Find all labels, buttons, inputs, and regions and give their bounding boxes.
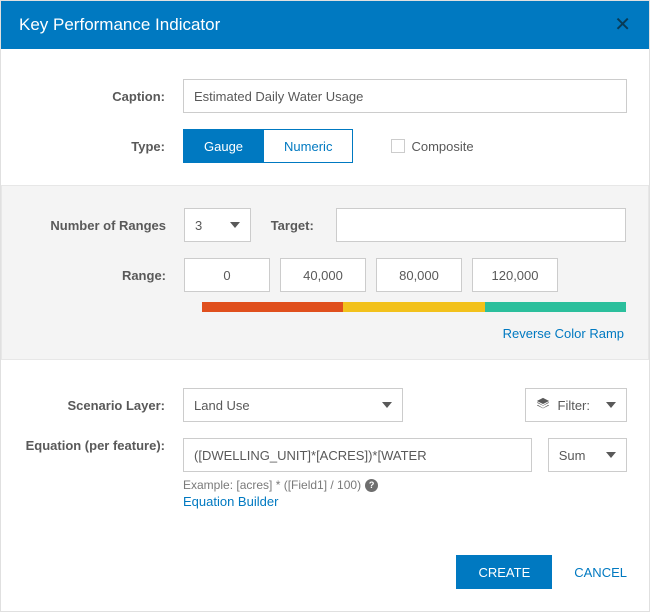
range-input-2[interactable]	[376, 258, 462, 292]
create-button[interactable]: CREATE	[456, 555, 552, 589]
target-label: Target:	[271, 218, 326, 233]
range-input-1[interactable]	[280, 258, 366, 292]
scenario-layer-label: Scenario Layer:	[23, 398, 183, 413]
chevron-down-icon	[230, 222, 240, 228]
num-ranges-label: Number of Ranges	[24, 218, 184, 233]
num-ranges-value: 3	[195, 218, 202, 233]
caption-input[interactable]	[183, 79, 627, 113]
dialog-footer: CREATE CANCEL	[1, 539, 649, 611]
chevron-down-icon	[606, 402, 616, 408]
composite-label: Composite	[411, 139, 473, 154]
reverse-ramp-link[interactable]: Reverse Color Ramp	[24, 326, 626, 341]
num-ranges-dropdown[interactable]: 3	[184, 208, 251, 242]
caption-label: Caption:	[23, 89, 183, 104]
kpi-dialog: Key Performance Indicator ✕ Caption: Typ…	[0, 0, 650, 612]
range-input-3[interactable]	[472, 258, 558, 292]
aggregation-value: Sum	[559, 448, 586, 463]
range-label: Range:	[24, 268, 184, 283]
dialog-content: Caption: Type: Gauge Numeric Composite N…	[1, 49, 649, 539]
range-input-0[interactable]	[184, 258, 270, 292]
cancel-button[interactable]: CANCEL	[574, 565, 627, 580]
type-segmented: Gauge Numeric	[183, 129, 353, 163]
type-gauge-button[interactable]: Gauge	[183, 129, 264, 163]
equation-input[interactable]	[183, 438, 532, 472]
aggregation-dropdown[interactable]: Sum	[548, 438, 627, 472]
chevron-down-icon	[606, 452, 616, 458]
checkbox-box-icon	[391, 139, 405, 153]
filter-label: Filter:	[558, 398, 591, 413]
ramp-seg-2	[485, 302, 626, 312]
dialog-title: Key Performance Indicator	[19, 15, 220, 35]
ranges-panel: Number of Ranges 3 Target: Range:	[1, 185, 649, 360]
ramp-seg-1	[343, 302, 484, 312]
titlebar: Key Performance Indicator ✕	[1, 1, 649, 49]
equation-label: Equation (per feature):	[23, 438, 183, 455]
filter-button[interactable]: Filter:	[525, 388, 628, 422]
equation-builder-link[interactable]: Equation Builder	[183, 494, 278, 509]
help-icon[interactable]: ?	[365, 479, 378, 492]
type-numeric-button[interactable]: Numeric	[264, 129, 353, 163]
scenario-layer-value: Land Use	[194, 398, 250, 413]
type-label: Type:	[23, 139, 183, 154]
scenario-layer-dropdown[interactable]: Land Use	[183, 388, 403, 422]
layers-icon	[536, 397, 550, 413]
chevron-down-icon	[382, 402, 392, 408]
ramp-seg-0	[202, 302, 343, 312]
target-input[interactable]	[336, 208, 626, 242]
composite-checkbox[interactable]: Composite	[391, 139, 473, 154]
close-icon[interactable]: ✕	[614, 15, 631, 35]
equation-example: Example: [acres] * ([Field1] / 100) ?	[183, 478, 378, 492]
color-ramp	[202, 302, 626, 312]
